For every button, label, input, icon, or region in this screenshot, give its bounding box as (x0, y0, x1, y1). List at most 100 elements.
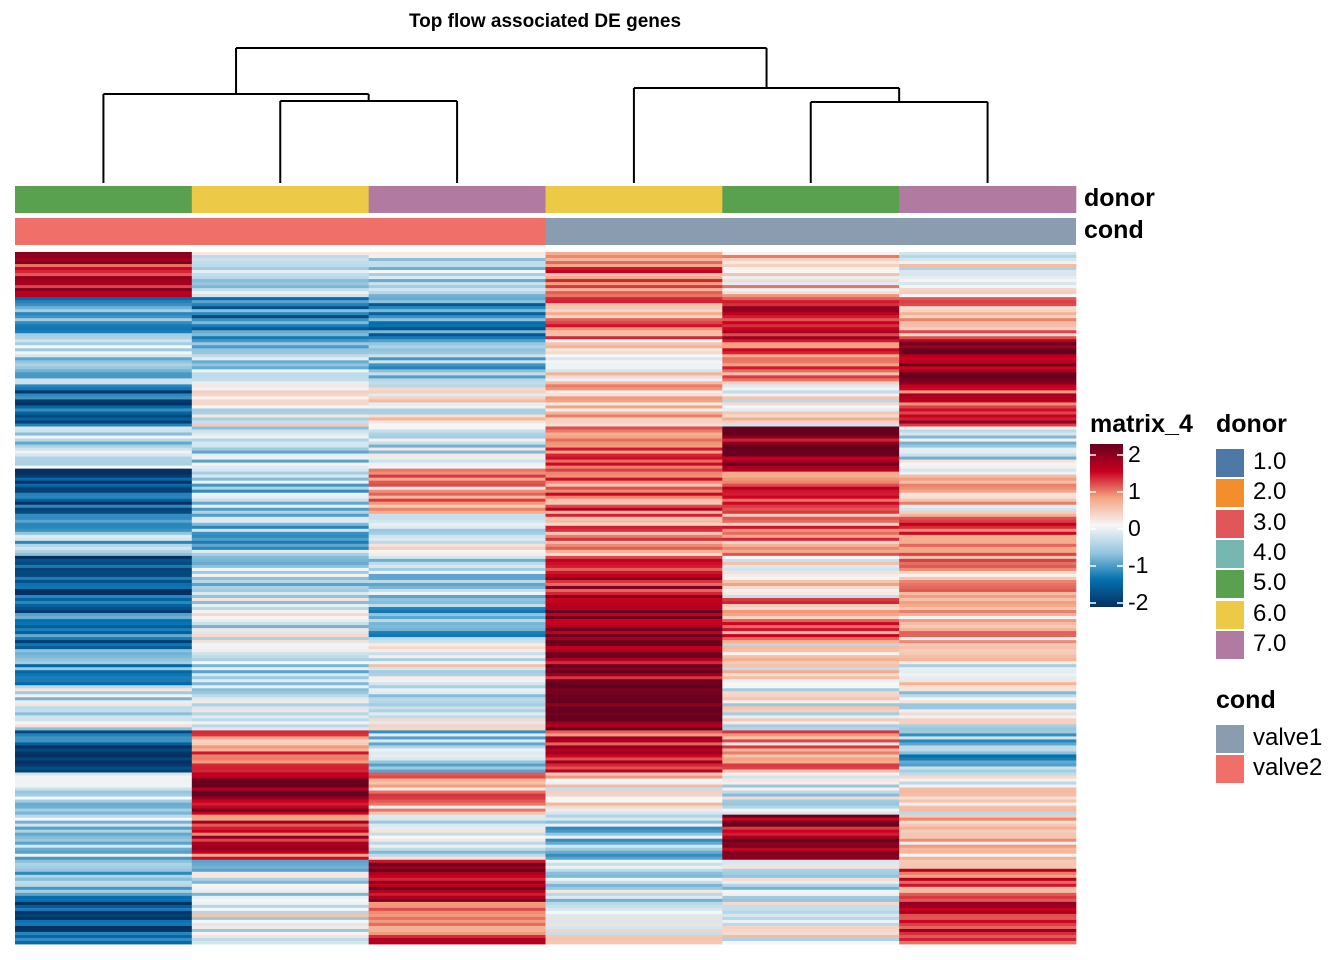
heatmap-cell (191, 610, 369, 614)
heatmap-cell (15, 784, 193, 788)
heatmap-cell (545, 414, 723, 418)
heatmap-cell (368, 372, 546, 376)
heatmap-cell (191, 922, 369, 927)
heatmap-cell (191, 670, 369, 674)
heatmap-cell (191, 880, 369, 885)
heatmap-cell (368, 303, 546, 307)
heatmap-cell (899, 919, 1077, 924)
heatmap-cell (899, 913, 1077, 918)
heatmap-cell (15, 357, 193, 361)
heatmap-cell (368, 387, 546, 391)
heatmap-cell (545, 363, 723, 367)
cond-legend-title: cond (1216, 686, 1276, 714)
heatmap-cell (722, 850, 900, 855)
cond-annotation-label: cond (1084, 216, 1144, 244)
heatmap-cell (15, 594, 193, 599)
heatmap-cell (722, 318, 900, 322)
heatmap-cell (15, 324, 193, 328)
heatmap-cell (15, 537, 193, 542)
heatmap-cell (368, 450, 546, 454)
heatmap-cell (722, 357, 900, 361)
heatmap-cell (545, 886, 723, 891)
heatmap-cell (368, 697, 546, 701)
heatmap-cell (899, 357, 1077, 361)
heatmap-cell (899, 724, 1077, 728)
heatmap-cell (545, 625, 723, 629)
heatmap-cell (899, 844, 1077, 849)
heatmap-cell (368, 787, 546, 791)
heatmap-cell (15, 390, 193, 394)
heatmap-cell (191, 832, 369, 837)
heatmap-cell (368, 438, 546, 442)
heatmap-cell (368, 886, 546, 891)
heatmap-cell (899, 555, 1077, 560)
heatmap-cell (191, 625, 369, 629)
heatmap-cell (191, 856, 369, 861)
heatmap-cell (899, 685, 1077, 689)
heatmap-cell (722, 369, 900, 373)
heatmap-cell (899, 282, 1077, 286)
heatmap-cell (722, 558, 900, 563)
heatmap-cell (899, 516, 1077, 521)
heatmap-cell (15, 384, 193, 388)
heatmap-cell (15, 492, 193, 497)
heatmap-cell (191, 483, 369, 488)
heatmap-cell (191, 285, 369, 289)
heatmap-cell (15, 745, 193, 749)
heatmap-cell (899, 928, 1077, 933)
heatmap-cell (899, 703, 1077, 707)
heatmap-cell (545, 447, 723, 451)
heatmap-cell (545, 646, 723, 650)
heatmap-cell (15, 306, 193, 310)
heatmap-cell (545, 381, 723, 385)
heatmap-cell (545, 643, 723, 647)
heatmap-cell (191, 703, 369, 707)
heatmap-cell (899, 787, 1077, 791)
heatmap-cell (15, 525, 193, 530)
cond-annotation-cell (15, 218, 546, 245)
heatmap-cell (191, 685, 369, 689)
heatmap-cell (899, 393, 1077, 397)
heatmap-cell (368, 513, 546, 518)
heatmap-cell (368, 898, 546, 903)
heatmap-cell (722, 444, 900, 448)
heatmap-cell (722, 634, 900, 638)
heatmap-cell (899, 757, 1077, 761)
heatmap-cell (722, 781, 900, 785)
heatmap-cell (368, 546, 546, 551)
heatmap-cell (899, 333, 1077, 337)
heatmap-cell (899, 462, 1077, 467)
heatmap-cell (191, 339, 369, 343)
heatmap-cell (899, 889, 1077, 894)
heatmap-cell (722, 844, 900, 849)
heatmap-cell (899, 345, 1077, 349)
heatmap-cell (722, 285, 900, 289)
heatmap-cell (722, 667, 900, 671)
heatmap-cell (368, 360, 546, 364)
heatmap-cell (722, 252, 900, 256)
heatmap-cell (899, 817, 1077, 822)
heatmap-cell (15, 892, 193, 897)
heatmap-cell (368, 643, 546, 647)
heatmap-cell (368, 297, 546, 301)
heatmap-cell (191, 919, 369, 924)
heatmap-cell (722, 736, 900, 740)
heatmap-cell (545, 796, 723, 800)
heatmap-cell (722, 498, 900, 503)
heatmap-cell (368, 685, 546, 689)
heatmap-cell (368, 267, 546, 271)
heatmap-cell (191, 594, 369, 599)
heatmap-cell (722, 823, 900, 828)
heatmap-cell (368, 910, 546, 915)
heatmap-cell (191, 898, 369, 903)
heatmap-cell (722, 631, 900, 635)
heatmap-cell (191, 414, 369, 418)
heatmap-cell (15, 555, 193, 560)
heatmap-cell (899, 270, 1077, 274)
heatmap-cell (368, 396, 546, 400)
heatmap-cell (191, 543, 369, 548)
heatmap-cell (545, 276, 723, 280)
heatmap-cell (899, 456, 1077, 460)
heatmap-cell (545, 937, 723, 942)
heatmap-cell (15, 261, 193, 265)
